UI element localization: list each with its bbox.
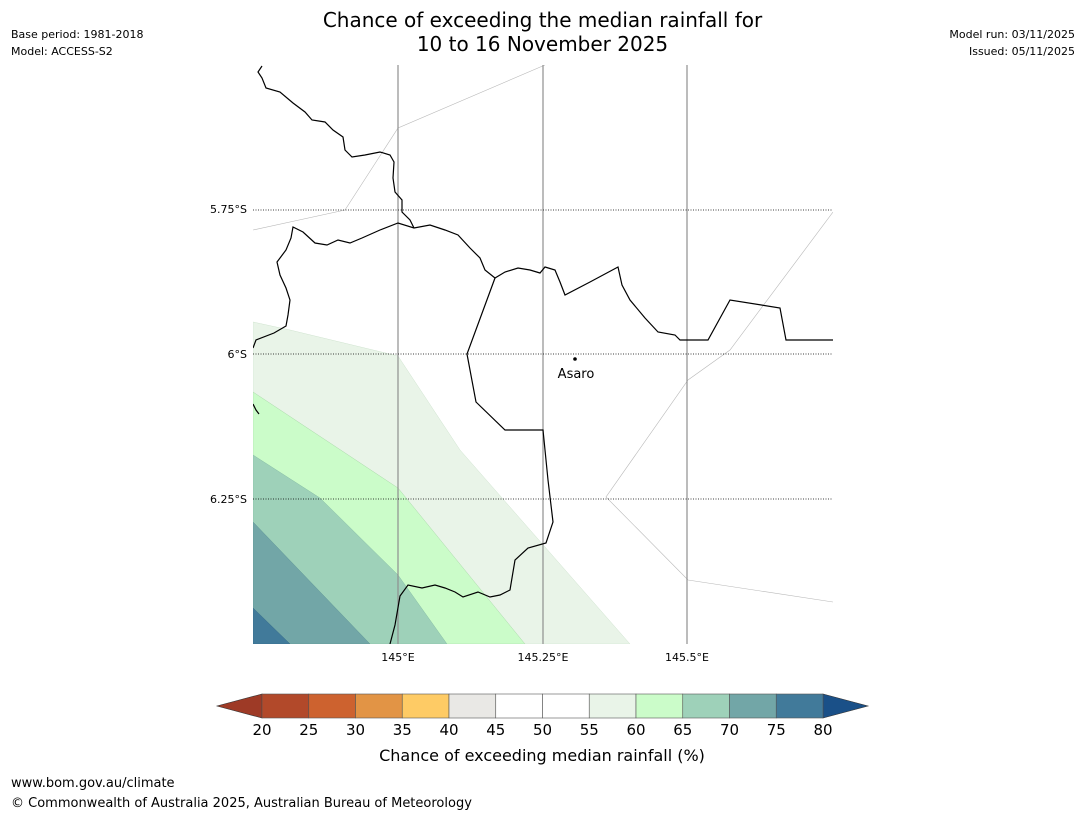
colorbar-swatch <box>729 693 777 719</box>
colorbar-swatch <box>775 693 824 719</box>
colorbar-tick-label: 40 <box>439 721 458 739</box>
colorbar-swatch <box>355 693 403 719</box>
contour-70-75 <box>253 521 371 644</box>
faint-boundary-lines <box>253 65 833 603</box>
colorbar-swatch <box>261 693 310 719</box>
model-name: Model: ACCESS-S2 <box>11 45 113 58</box>
colorbar-tick-label: 75 <box>767 721 786 739</box>
issued-date: Issued: 05/11/2025 <box>968 45 1075 58</box>
base-period: Base period: 1981-2018 <box>11 28 144 41</box>
colorbar-swatch <box>401 693 450 719</box>
footer-url[interactable]: www.bom.gov.au/climate <box>11 776 175 791</box>
colorbar-tick-label: 55 <box>580 721 599 739</box>
asaro-label: Asaro <box>558 367 595 382</box>
colorbar-over-arrow <box>822 693 870 719</box>
model-run: Model run: 03/11/2025 <box>949 28 1075 41</box>
lon-label-145: 145°E <box>381 651 414 664</box>
colorbar-swatch <box>495 693 543 719</box>
colorbar-tick-label: 30 <box>346 721 365 739</box>
colorbar-tick-label: 60 <box>626 721 645 739</box>
contour-75-80 <box>253 607 291 644</box>
colorbar-swatch <box>588 693 637 719</box>
colorbar-title: Chance of exceeding median rainfall (%) <box>379 746 705 765</box>
meta-right: Model run: 03/11/2025 Issued: 05/11/2025 <box>949 26 1075 60</box>
colorbar-tick-label: 20 <box>252 721 271 739</box>
lon-label-145-5: 145.5°E <box>665 651 709 664</box>
colorbar-tick-label: 25 <box>299 721 318 739</box>
province-boundary-west-fragment <box>253 403 260 415</box>
colorbar: 20 25 30 35 40 45 50 55 60 65 70 75 80 <box>215 693 870 739</box>
title-line-2: 10 to 16 November 2025 <box>416 32 669 56</box>
colorbar-tick-label: 45 <box>486 721 505 739</box>
lat-label-6-25: 6.25°S <box>210 493 247 506</box>
lat-label-6: 6°S <box>228 348 247 361</box>
footer: www.bom.gov.au/climate © Commonwealth of… <box>11 774 472 814</box>
province-boundary-north <box>257 65 415 229</box>
colorbar-swatch <box>542 693 590 719</box>
map-frame <box>253 65 833 644</box>
colorbar-tick-label: 80 <box>813 721 832 739</box>
footer-copyright: © Commonwealth of Australia 2025, Austra… <box>11 796 472 811</box>
colorbar-tick-label: 65 <box>673 721 692 739</box>
colorbar-tick-label: 35 <box>393 721 412 739</box>
colorbar-swatch <box>448 693 497 719</box>
province-boundary-central <box>253 222 833 349</box>
colorbar-swatch <box>635 693 684 719</box>
asaro-marker <box>573 357 577 361</box>
colorbar-swatch <box>682 693 730 719</box>
lat-label-5-75: 5.75°S <box>210 203 247 216</box>
map-title: Chance of exceeding the median rainfall … <box>0 8 1085 56</box>
colorbar-swatch <box>308 693 356 719</box>
province-boundary-south <box>389 277 554 644</box>
title-line-1: Chance of exceeding the median rainfall … <box>322 8 763 32</box>
lon-label-145-25: 145.25°E <box>518 651 569 664</box>
colorbar-tick-label: 50 <box>533 721 552 739</box>
colorbar-under-arrow <box>215 693 263 719</box>
colorbar-tick-label: 70 <box>720 721 739 739</box>
meta-left: Base period: 1981-2018 Model: ACCESS-S2 <box>11 26 143 60</box>
